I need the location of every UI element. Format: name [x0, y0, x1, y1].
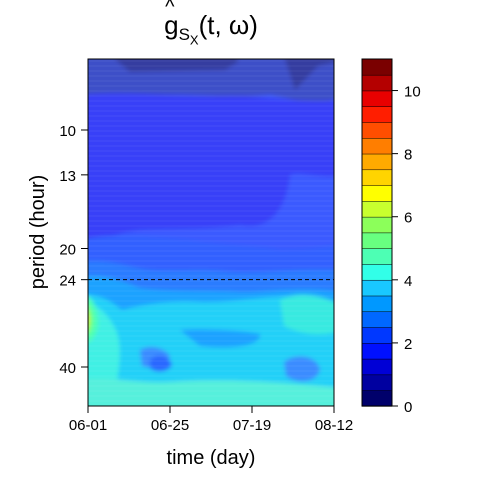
- title-sub: S: [178, 25, 190, 45]
- colorbar-level-12: [361, 200, 393, 218]
- heatmap-rows: [88, 60, 334, 402]
- colorbar-level-21: [361, 58, 393, 76]
- title-base: g: [164, 10, 179, 40]
- colorbar-tick-label-0: 0: [404, 399, 412, 416]
- x-tick-label-0: 06-01: [69, 417, 107, 434]
- colorbar-level-5: [361, 311, 393, 328]
- colorbar-level-1: [361, 374, 393, 391]
- colorbar-tick-label-5: 10: [404, 84, 421, 101]
- colorbar-level-7: [361, 279, 393, 297]
- y-tick-label-2: 20: [59, 242, 76, 259]
- title-hat: ^: [165, 0, 175, 18]
- colorbar-level-15: [361, 153, 393, 171]
- colorbar-level-6: [361, 295, 393, 313]
- plot-frame: [87, 58, 335, 407]
- colorbar-tick-label-2: 4: [404, 273, 412, 290]
- colorbar-level-18: [361, 106, 393, 123]
- heatmap-top-dark: [115, 59, 238, 72]
- chart-title: ^ gSX(t, ω): [88, 0, 334, 48]
- title-args: (t, ω): [198, 10, 258, 40]
- heatmap-blob-2: [284, 356, 320, 382]
- colorbar-level-0: [361, 389, 393, 407]
- x-tick-label-3: 08-12: [315, 417, 353, 434]
- x-axis: 06-01 06-25 07-19 08-12: [69, 406, 353, 434]
- title-subscript: SX: [178, 25, 199, 47]
- x-axis-label: time (day): [167, 447, 256, 469]
- colorbar-level-13: [361, 184, 393, 202]
- heatmap-left-green: [88, 296, 99, 343]
- colorbar-tick-label-4: 8: [404, 147, 412, 164]
- colorbar-level-2: [361, 358, 393, 376]
- y-tick-label-4: 40: [59, 360, 76, 377]
- heatmap-left-orange: [80, 306, 88, 332]
- x-tick-label-1: 06-25: [151, 417, 189, 434]
- title-g-hat: ^ g: [164, 0, 179, 41]
- y-tick-label-0: 10: [59, 123, 76, 140]
- colorbar-level-20: [361, 74, 393, 92]
- colorbar-frame: [361, 58, 393, 407]
- colorbar-tick-label-1: 2: [404, 336, 412, 353]
- title-subsub: X: [189, 32, 199, 48]
- heatmap-mid-band: [88, 93, 334, 243]
- colorbar-level-19: [361, 90, 393, 107]
- heatmap-right-cyan: [280, 294, 334, 335]
- colorbar-level-4: [361, 326, 393, 344]
- heatmap-left-red: [80, 311, 85, 327]
- colorbar-level-16: [361, 137, 393, 155]
- heatmap-left-yellow-green: [88, 305, 92, 334]
- heatmap-bottom-cyan: [88, 378, 334, 406]
- colorbar-level-17: [361, 121, 393, 139]
- colorbar-level-11: [361, 216, 393, 234]
- colorbar: 0 2 4 6 8 10: [361, 58, 421, 416]
- heatmap-blob-1-core: [150, 355, 172, 372]
- x-tick-label-2: 07-19: [233, 417, 271, 434]
- colorbar-level-10: [361, 232, 393, 249]
- heatmap-level-5: [88, 295, 334, 406]
- y-axis-label: period (hour): [27, 175, 49, 290]
- colorbar-level-3: [361, 342, 393, 360]
- heatmap-top-dark-right: [284, 59, 334, 90]
- colorbar-tick-label-3: 6: [404, 210, 412, 227]
- colorbar-level-14: [361, 169, 393, 186]
- heatmap-surface: [80, 59, 334, 406]
- colorbar-level-8: [361, 263, 393, 281]
- y-axis: 10 13 20 24 40: [59, 123, 88, 377]
- heatmap-blob-3: [180, 329, 261, 348]
- colorbar-level-9: [361, 248, 393, 265]
- y-tick-label-3: 24: [59, 273, 76, 290]
- y-tick-label-1: 13: [59, 168, 76, 185]
